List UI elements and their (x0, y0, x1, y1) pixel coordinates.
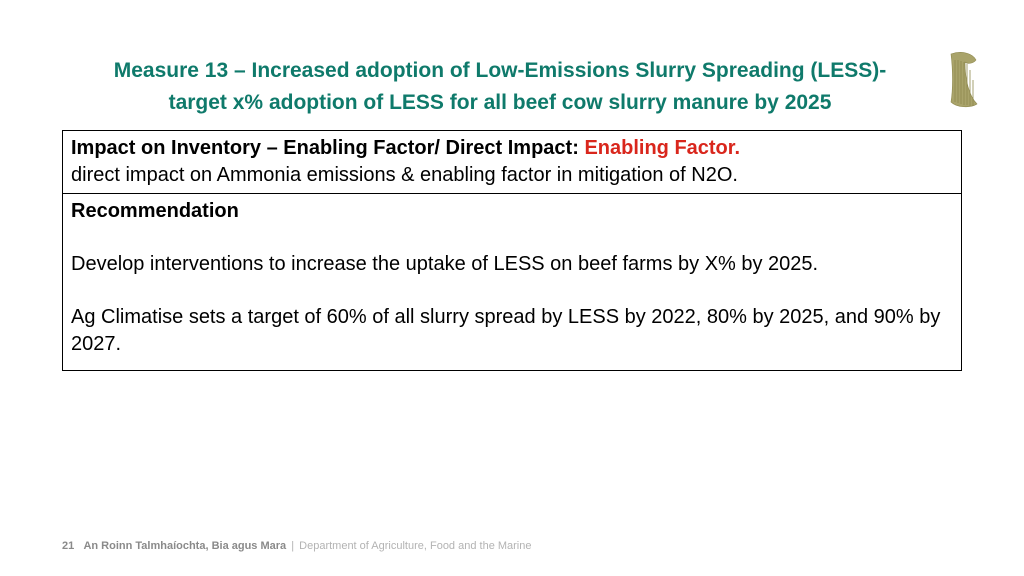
title-line-1: Measure 13 – Increased adoption of Low-E… (90, 55, 910, 87)
harp-icon (942, 50, 984, 110)
slide-footer: 21 An Roinn Talmhaíochta, Bia agus Mara … (62, 540, 532, 552)
impact-heading: Impact on Inventory – Enabling Factor/ D… (71, 137, 584, 159)
recommendation-p2: Ag Climatise sets a target of 60% of all… (71, 304, 953, 358)
footer-separator: | (291, 540, 294, 552)
impact-highlight: Enabling Factor. (584, 137, 740, 159)
impact-cell: Impact on Inventory – Enabling Factor/ D… (63, 131, 962, 194)
footer-page-number: 21 (62, 540, 74, 552)
recommendation-cell: Recommendation Develop interventions to … (63, 194, 962, 371)
footer-english: Department of Agriculture, Food and the … (299, 540, 531, 552)
impact-body: direct impact on Ammonia emissions & ena… (71, 164, 738, 186)
content-table: Impact on Inventory – Enabling Factor/ D… (62, 130, 962, 371)
recommendation-heading: Recommendation (71, 198, 953, 225)
slide-title: Measure 13 – Increased adoption of Low-E… (90, 55, 910, 118)
footer-irish: An Roinn Talmhaíochta, Bia agus Mara (83, 540, 286, 552)
recommendation-p1: Develop interventions to increase the up… (71, 251, 953, 278)
title-line-2: target x% adoption of LESS for all beef … (90, 87, 910, 119)
